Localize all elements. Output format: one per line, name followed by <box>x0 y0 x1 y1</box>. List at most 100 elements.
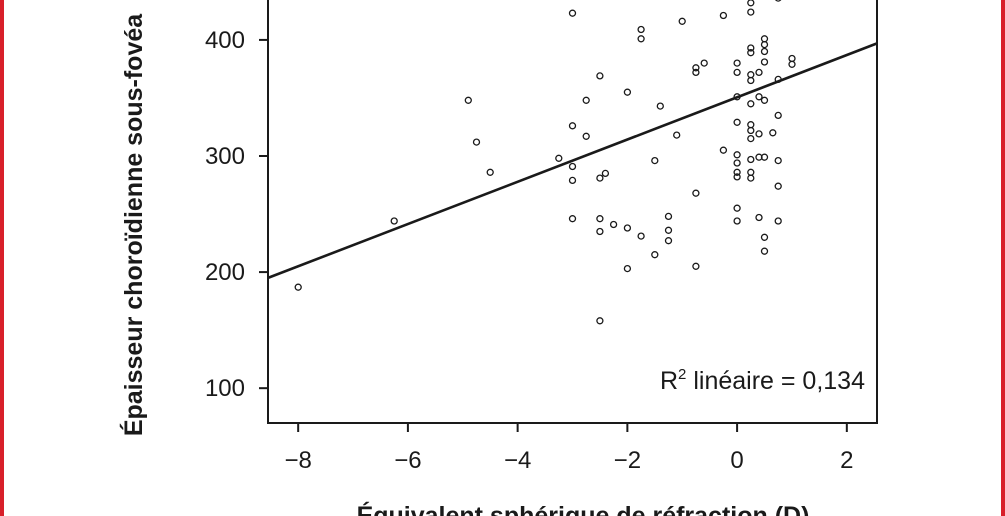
x-tick-label: −4 <box>504 447 531 474</box>
data-point <box>760 40 769 49</box>
x-tick-label: 2 <box>840 447 853 474</box>
r-squared-superscript: 2 <box>678 366 686 383</box>
data-point <box>755 213 763 222</box>
data-point <box>788 54 796 63</box>
data-point <box>664 212 673 221</box>
data-point <box>755 130 763 138</box>
data-point <box>637 25 645 34</box>
data-point <box>747 174 755 182</box>
data-point <box>747 76 755 85</box>
data-point <box>692 64 700 72</box>
y-tick-label: 100 <box>205 375 245 402</box>
data-point <box>568 176 577 185</box>
data-point <box>775 0 782 2</box>
data-point <box>733 204 741 212</box>
data-point <box>568 122 577 130</box>
data-point <box>664 237 673 245</box>
r-squared-annotation: R2 linéaire = 0,134 <box>660 366 865 395</box>
x-tick-label: −6 <box>394 447 421 474</box>
data-point <box>760 47 769 56</box>
data-point <box>733 151 741 159</box>
data-point <box>747 49 755 57</box>
regression-line <box>267 42 878 280</box>
data-point <box>656 102 664 110</box>
r-squared-prefix: R <box>660 367 678 395</box>
x-tick-label: −2 <box>614 447 641 474</box>
data-point <box>692 189 700 197</box>
data-point <box>596 317 604 325</box>
data-point <box>692 262 700 270</box>
data-point <box>755 68 763 77</box>
data-point <box>464 96 472 104</box>
x-axis-title: Équivalent sphérique de réfraction (D) <box>357 501 810 516</box>
data-point <box>637 232 645 240</box>
data-point <box>294 283 302 291</box>
data-point <box>769 129 777 137</box>
data-point <box>609 220 618 229</box>
data-point <box>774 156 782 165</box>
data-point <box>692 68 700 77</box>
data-point <box>555 154 563 162</box>
data-point <box>733 68 741 77</box>
points-layer <box>294 0 796 325</box>
data-point <box>747 0 755 7</box>
data-point <box>664 226 673 234</box>
data-point <box>747 126 755 135</box>
data-point <box>678 17 686 25</box>
x-tick-label: 0 <box>730 447 743 474</box>
data-point <box>774 182 782 190</box>
y-tick-label: 300 <box>205 143 245 170</box>
r-squared-value: linéaire = 0,134 <box>686 367 865 395</box>
data-point <box>733 217 741 225</box>
data-point <box>596 227 604 236</box>
data-point <box>390 217 398 225</box>
data-point <box>486 168 494 176</box>
data-point <box>700 59 708 67</box>
data-point <box>747 100 755 108</box>
data-point <box>747 71 755 79</box>
x-tick-label: −8 <box>284 447 311 474</box>
y-axis-title: Épaisseur choroïdienne sous-fovéa <box>119 13 148 436</box>
data-point <box>760 58 769 66</box>
data-point <box>623 264 632 273</box>
data-point <box>719 11 728 20</box>
data-point <box>747 155 755 164</box>
data-point <box>774 217 782 225</box>
data-point <box>623 224 632 232</box>
data-point <box>596 215 604 223</box>
data-point <box>719 146 728 154</box>
data-point <box>774 111 782 120</box>
data-point <box>788 60 796 68</box>
data-point <box>582 132 590 140</box>
data-point <box>651 156 659 165</box>
data-point <box>755 93 763 101</box>
data-point <box>747 8 755 16</box>
data-point <box>623 88 632 96</box>
data-point <box>472 138 481 146</box>
data-point <box>760 233 769 241</box>
data-point <box>747 121 755 129</box>
data-point <box>568 162 577 171</box>
data-point <box>747 134 755 143</box>
y-tick-label: 400 <box>205 27 245 54</box>
x-axis: −8 −6 −4 −2 0 2 <box>284 423 854 474</box>
data-point <box>582 96 590 104</box>
data-point <box>568 9 577 17</box>
data-point <box>673 131 681 139</box>
data-point <box>596 72 604 80</box>
data-point <box>733 159 741 167</box>
y-tick-label: 200 <box>205 259 245 286</box>
data-point <box>637 35 645 43</box>
data-point <box>733 173 741 181</box>
data-point <box>747 44 755 52</box>
data-point <box>760 153 769 161</box>
data-point <box>760 247 769 255</box>
plot-border <box>267 0 878 424</box>
data-point <box>733 168 741 176</box>
data-point <box>568 215 577 223</box>
data-point <box>747 168 755 176</box>
data-point <box>733 118 741 126</box>
data-point <box>596 174 604 182</box>
